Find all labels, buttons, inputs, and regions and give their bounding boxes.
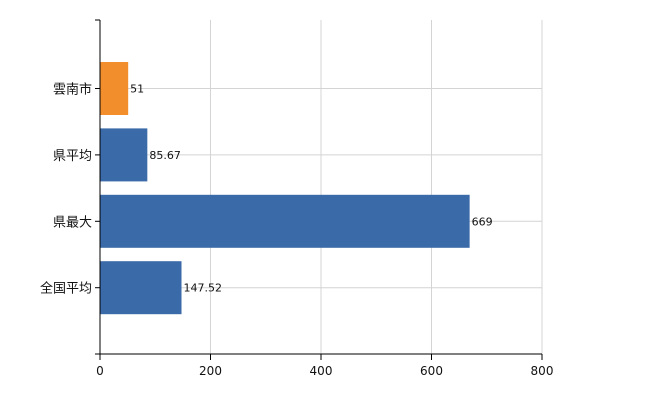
x-tick-label-200: 200 xyxy=(199,364,222,378)
bar-value-label-1: 85.67 xyxy=(149,149,181,162)
x-tick-label-0: 0 xyxy=(96,364,104,378)
category-label-3: 全国平均 xyxy=(40,281,92,297)
bar-value-label-2: 669 xyxy=(472,215,493,228)
bar-0 xyxy=(100,62,129,115)
axes xyxy=(95,19,543,360)
bar-value-label-3: 147.52 xyxy=(184,282,223,295)
bar-3 xyxy=(100,261,182,315)
x-tick-label-800: 800 xyxy=(531,364,554,378)
bar-1 xyxy=(100,128,148,182)
bars xyxy=(100,62,470,315)
bar-2 xyxy=(100,194,470,248)
bar-value-label-0: 51 xyxy=(130,83,144,96)
category-label-0: 雲南市 xyxy=(53,82,92,98)
x-tick-label-600: 600 xyxy=(420,364,443,378)
x-tick-label-400: 400 xyxy=(310,364,333,378)
category-label-1: 県平均 xyxy=(53,149,92,164)
category-label-2: 県最大 xyxy=(53,215,92,230)
